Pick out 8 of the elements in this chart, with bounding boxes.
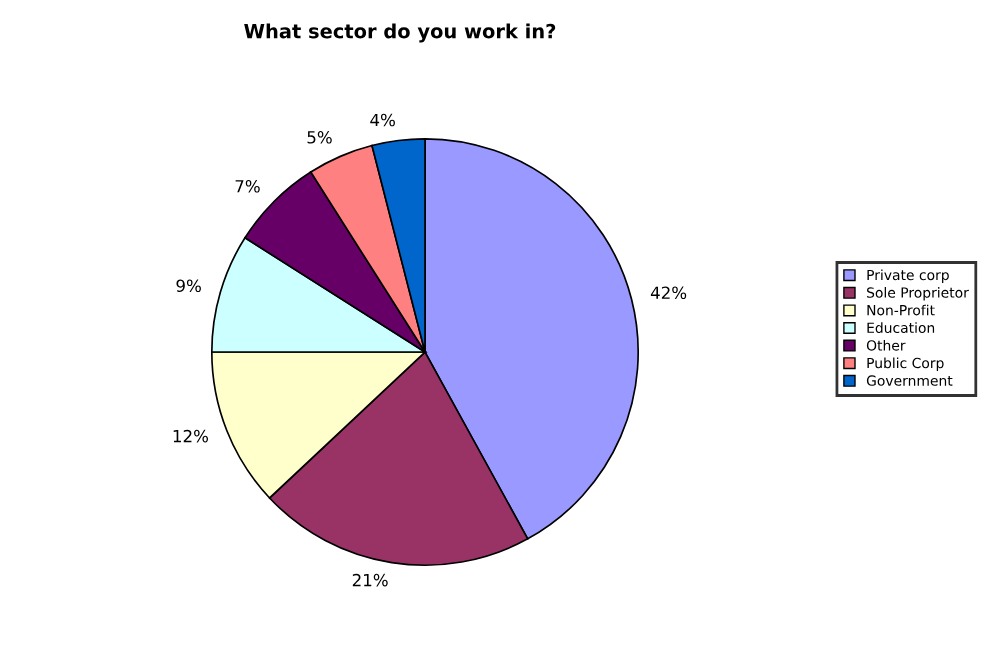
data-label: 5% [307,130,332,144]
chart-title: What sector do you work in? [244,23,556,43]
data-label: 21% [352,573,388,587]
data-label: 7% [235,179,260,193]
data-label: 9% [176,279,201,293]
data-label: 12% [173,429,209,443]
data-label: 4% [370,113,395,127]
data-label: 42% [650,286,687,300]
